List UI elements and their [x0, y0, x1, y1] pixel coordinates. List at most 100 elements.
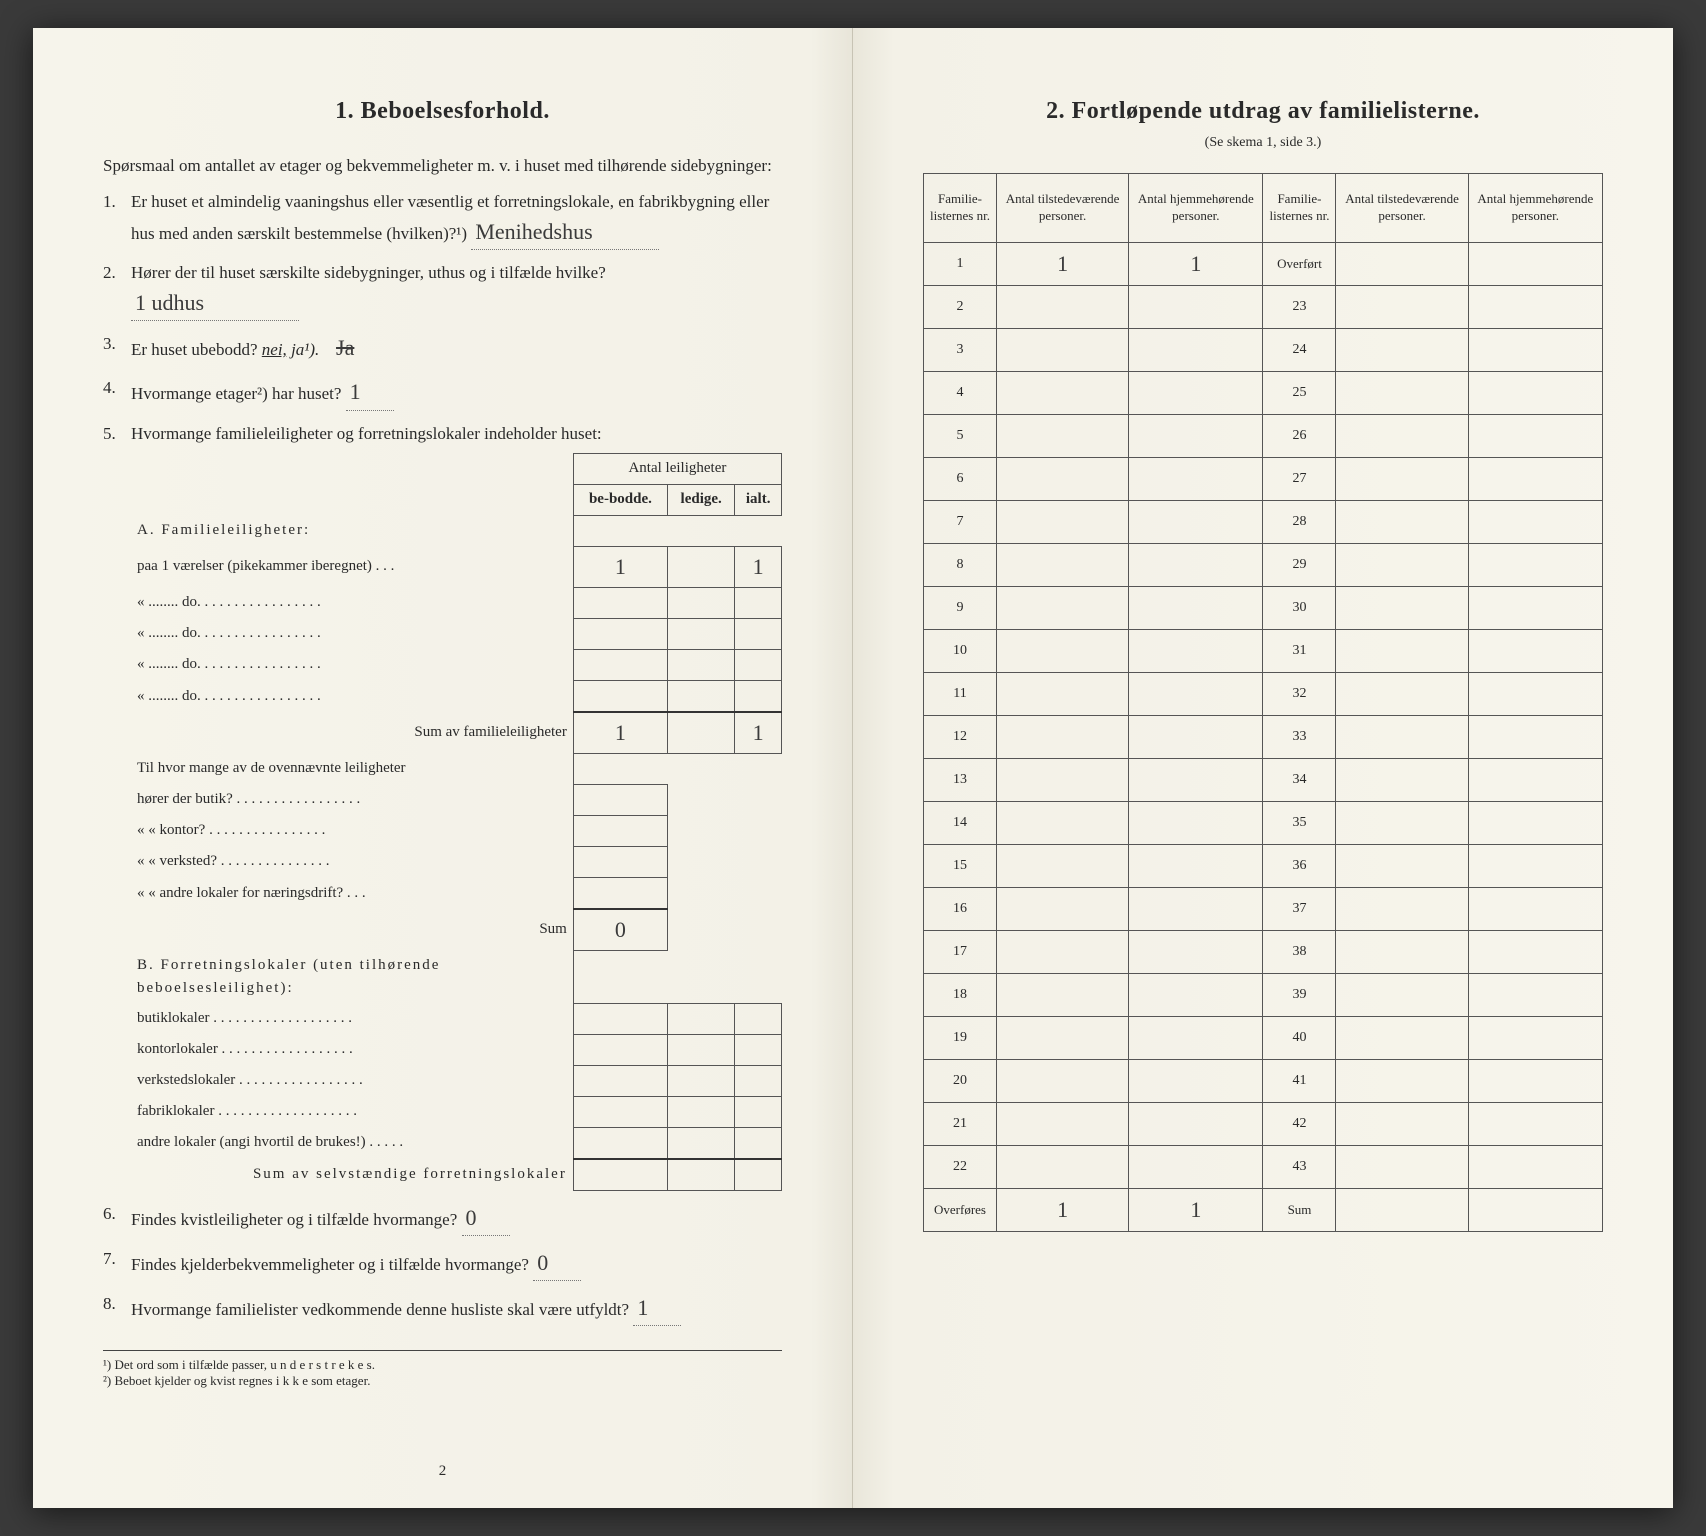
cell: 39 [1263, 974, 1336, 1017]
cell: 31 [1263, 630, 1336, 673]
cell [1336, 673, 1468, 716]
cell [1129, 1103, 1263, 1146]
t5-mid1: Til hvor mange av de ovennævnte leilighe… [131, 754, 573, 785]
intro-text: Spørsmaal om antallet av etager og bekve… [103, 153, 782, 179]
t5-B-r2: kontorlokaler . . . . . . . . . . . . . … [131, 1034, 573, 1065]
t5-head-be: be-bodde. [573, 484, 667, 515]
table-row: 13 34 [924, 759, 1603, 802]
t5-head-group: Antal leiligheter [573, 453, 781, 484]
question-list: Er huset et almindelig vaaningshus eller… [103, 189, 782, 1326]
fn1: ¹) Det ord som i tilfælde passer, u n d … [103, 1357, 782, 1373]
cell [1129, 974, 1263, 1017]
table-row: 111Overført [924, 243, 1603, 286]
t5-A-do4: « ........ do. . . . . . . . . . . . . .… [131, 681, 573, 713]
cell [1468, 1017, 1602, 1060]
cell: 1 [924, 243, 997, 286]
cell [1468, 630, 1602, 673]
t5-mid2: hører der butik? . . . . . . . . . . . .… [131, 785, 573, 816]
cell [1129, 587, 1263, 630]
cell: 1 [1129, 1189, 1263, 1232]
table-row: 526 [924, 415, 1603, 458]
cell: 27 [1263, 458, 1336, 501]
cell [1468, 845, 1602, 888]
cell: 10 [924, 630, 997, 673]
cell [1468, 458, 1602, 501]
cell [1468, 931, 1602, 974]
cell: 34 [1263, 759, 1336, 802]
cell [1129, 1060, 1263, 1103]
cell [997, 974, 1129, 1017]
q6: Findes kvistleiligheter og i tilfælde hv… [103, 1201, 782, 1236]
cell: 38 [1263, 931, 1336, 974]
cell: 12 [924, 716, 997, 759]
cell: 36 [1263, 845, 1336, 888]
table-row: 2243 [924, 1146, 1603, 1189]
cell [997, 802, 1129, 845]
right-page: 2. Fortløpende utdrag av familielisterne… [853, 28, 1673, 1508]
cell: 13 [924, 759, 997, 802]
q3: Er huset ubebodd? nei, ja¹). Ja [103, 331, 782, 365]
left-page: 1. Beboelsesforhold. Spørsmaal om antall… [33, 28, 853, 1508]
cell [1129, 286, 1263, 329]
cell: Sum [1263, 1189, 1336, 1232]
t5-head-led: ledige. [668, 484, 735, 515]
table-row: 1738 [924, 931, 1603, 974]
th-hjem-r: Antal hjemmehørende personer. [1468, 174, 1602, 243]
cell [997, 931, 1129, 974]
cell [997, 630, 1129, 673]
q4-text: Hvormange etager²) har huset? [131, 384, 341, 403]
cell [1336, 888, 1468, 931]
q5: Hvormange familieleiligheter og forretni… [103, 421, 782, 1191]
footnotes: ¹) Det ord som i tilfælde passer, u n d … [103, 1350, 782, 1389]
table-row: 324 [924, 329, 1603, 372]
q2-answer: 1 udhus [131, 286, 299, 321]
table-row: 1435 [924, 802, 1603, 845]
cell [997, 458, 1129, 501]
q8-text: Hvormange familielister vedkommende denn… [131, 1300, 629, 1319]
cell [1468, 329, 1602, 372]
cell [1336, 372, 1468, 415]
cell: 11 [924, 673, 997, 716]
cell [997, 673, 1129, 716]
cell [1129, 1017, 1263, 1060]
t5-A-r1: paa 1 værelser (pikekammer iberegnet) . … [131, 546, 573, 587]
table-row: 1839 [924, 974, 1603, 1017]
cell [1336, 1189, 1468, 1232]
cell [1336, 243, 1468, 286]
cell [1468, 974, 1602, 1017]
cell [1129, 501, 1263, 544]
cell [1336, 415, 1468, 458]
cell: 8 [924, 544, 997, 587]
cell [1336, 931, 1468, 974]
t5-A-sum: Sum av familieleiligheter [131, 712, 573, 754]
cell: 15 [924, 845, 997, 888]
cell: 42 [1263, 1103, 1336, 1146]
cell: 37 [1263, 888, 1336, 931]
cell [997, 415, 1129, 458]
t5-A-do3: « ........ do. . . . . . . . . . . . . .… [131, 650, 573, 681]
table-row: 1940 [924, 1017, 1603, 1060]
cell [1336, 1060, 1468, 1103]
cell [1468, 888, 1602, 931]
cell [1336, 286, 1468, 329]
q1: Er huset et almindelig vaaningshus eller… [103, 189, 782, 250]
t5-B-r1: butiklokaler . . . . . . . . . . . . . .… [131, 1003, 573, 1034]
cell: 22 [924, 1146, 997, 1189]
q1-text: Er huset et almindelig vaaningshus eller… [131, 192, 769, 243]
cell [1468, 673, 1602, 716]
cell: 17 [924, 931, 997, 974]
cell [1336, 1146, 1468, 1189]
cell [997, 501, 1129, 544]
q7-answer: 0 [533, 1246, 581, 1281]
cell [1336, 544, 1468, 587]
cell: 20 [924, 1060, 997, 1103]
cell [1468, 1146, 1602, 1189]
cell [1336, 329, 1468, 372]
cell: 16 [924, 888, 997, 931]
cell [1336, 1103, 1468, 1146]
cell [1468, 372, 1602, 415]
table-row: 627 [924, 458, 1603, 501]
q8: Hvormange familielister vedkommende denn… [103, 1291, 782, 1326]
cell [997, 888, 1129, 931]
cell [1468, 1189, 1602, 1232]
